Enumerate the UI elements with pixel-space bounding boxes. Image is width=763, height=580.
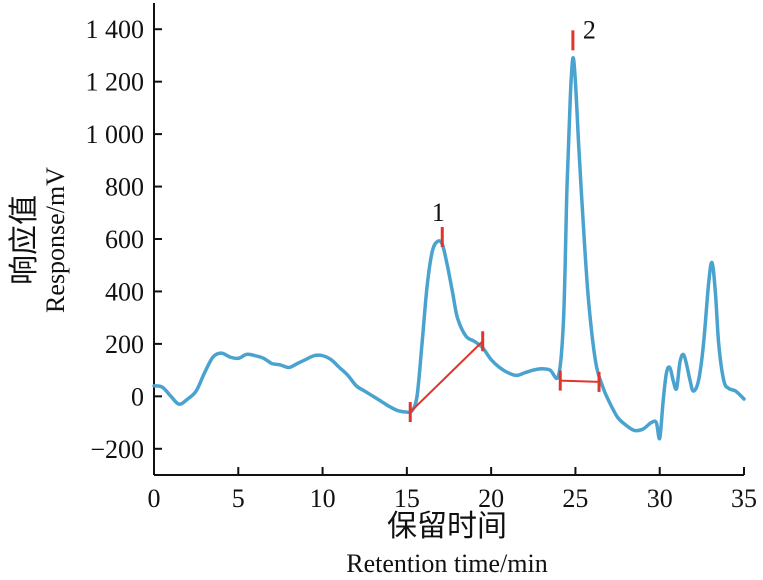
integration-layer: 12 xyxy=(408,15,601,423)
x-tick-label: 30 xyxy=(647,484,673,513)
x-tick-label: 10 xyxy=(310,484,336,513)
x-tick-label: 25 xyxy=(562,484,588,513)
y-tick-label: 0 xyxy=(131,382,144,411)
y-tick-label: 200 xyxy=(105,330,144,359)
x-axis-title-en: Retention time/min xyxy=(346,549,547,578)
x-tick-label: 5 xyxy=(232,484,245,513)
peak-2-label: 2 xyxy=(583,15,596,44)
y-tick-label: 400 xyxy=(105,277,144,306)
y-tick-label: 1 200 xyxy=(86,68,145,97)
y-tick-label: 800 xyxy=(105,173,144,202)
y-tick-label: 1 400 xyxy=(86,15,145,44)
peak-1-baseline xyxy=(409,340,484,413)
axes xyxy=(153,3,744,476)
x-tick-label: 0 xyxy=(148,484,161,513)
x-tick-label: 35 xyxy=(731,484,757,513)
peak-2-baseline xyxy=(560,379,600,383)
y-tick-label: −200 xyxy=(90,435,144,464)
x-tick-label: 15 xyxy=(394,484,420,513)
x-tick-label: 20 xyxy=(478,484,504,513)
y-tick-label: 1 000 xyxy=(86,120,145,149)
y-axis-title-en: Response/mV xyxy=(41,167,70,313)
peak-1-label: 1 xyxy=(432,198,445,227)
y-tick-label: 600 xyxy=(105,225,144,254)
signal-series-line xyxy=(152,56,746,441)
series-layer xyxy=(152,56,746,441)
y-axis-title-zh: 响应值 xyxy=(7,195,42,285)
axis-titles: 保留时间 Retention time/min 响应值 Response/mV xyxy=(7,167,548,578)
x-axis-title-zh: 保留时间 xyxy=(387,509,507,544)
